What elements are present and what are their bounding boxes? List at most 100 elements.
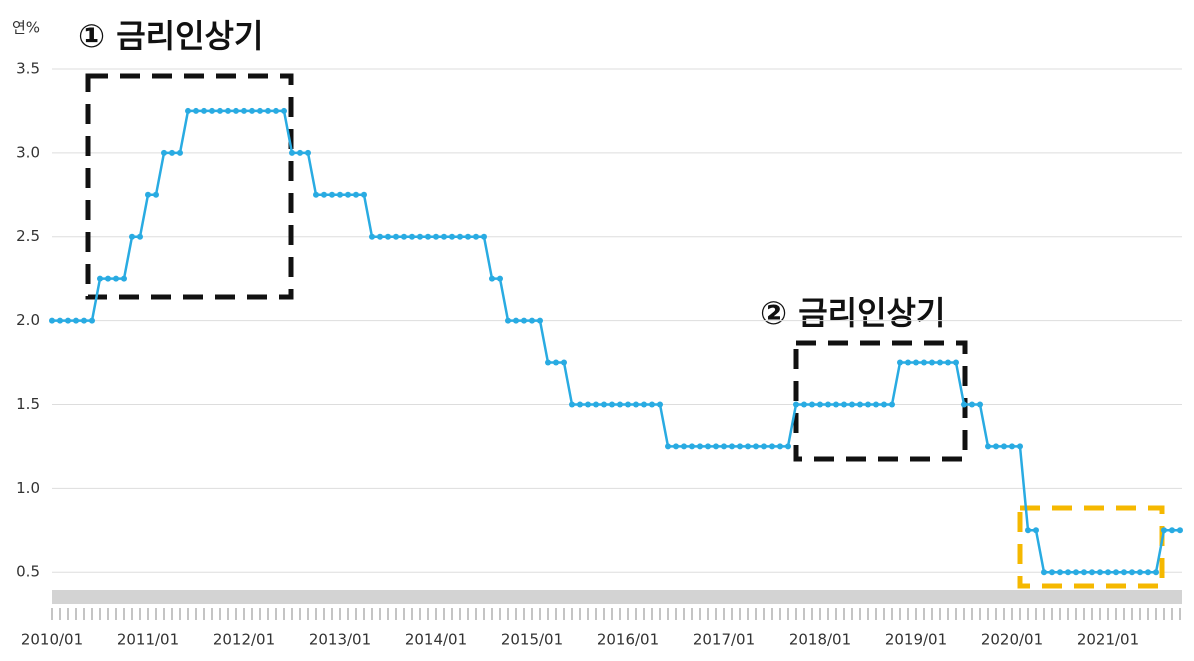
point: [905, 359, 911, 366]
point: [497, 275, 503, 282]
point: [441, 233, 447, 240]
point: [217, 107, 223, 114]
point: [1113, 569, 1119, 576]
point: [969, 401, 975, 408]
point: [985, 443, 991, 450]
x-tick-label: 2016/01: [597, 631, 659, 649]
point: [73, 317, 79, 324]
point: [913, 359, 919, 366]
point: [377, 233, 383, 240]
point: [1169, 527, 1175, 534]
point: [129, 233, 135, 240]
point: [361, 191, 367, 198]
y-tick-label: 0.5: [16, 563, 40, 581]
scroll-bar: [52, 590, 1182, 604]
point: [433, 233, 439, 240]
point: [1081, 569, 1087, 576]
y-tick-label: 3.0: [16, 143, 40, 161]
point: [1073, 569, 1079, 576]
point: [585, 401, 591, 408]
point: [465, 233, 471, 240]
point: [809, 401, 815, 408]
point: [929, 359, 935, 366]
x-tick-label: 2018/01: [789, 631, 851, 649]
point: [201, 107, 207, 114]
point: [569, 401, 575, 408]
point: [337, 191, 343, 198]
point: [1097, 569, 1103, 576]
point: [881, 401, 887, 408]
point: [665, 443, 671, 450]
y-tick-label: 2.5: [16, 227, 40, 245]
point: [561, 359, 567, 366]
point: [617, 401, 623, 408]
annotation: ② 금리인상기: [760, 294, 945, 332]
point: [145, 191, 151, 198]
point: [225, 107, 231, 114]
point: [521, 317, 527, 324]
point: [689, 443, 695, 450]
point: [321, 191, 327, 198]
point: [49, 317, 55, 324]
point: [169, 149, 175, 156]
point: [177, 149, 183, 156]
point: [1057, 569, 1063, 576]
point: [121, 275, 127, 282]
point: [409, 233, 415, 240]
point: [1153, 569, 1159, 576]
y-tick-label: 3.5: [16, 60, 40, 78]
point: [113, 275, 119, 282]
point: [449, 233, 455, 240]
point: [721, 443, 727, 450]
point: [657, 401, 663, 408]
point: [529, 317, 535, 324]
point: [857, 401, 863, 408]
point: [705, 443, 711, 450]
y-tick-label: 2.0: [16, 311, 40, 329]
point: [1105, 569, 1111, 576]
point: [633, 401, 639, 408]
point: [873, 401, 879, 408]
point: [681, 443, 687, 450]
point: [993, 443, 999, 450]
point: [897, 359, 903, 366]
point: [1121, 569, 1127, 576]
point: [1025, 527, 1031, 534]
x-tick-label: 2013/01: [309, 631, 371, 649]
point: [289, 149, 295, 156]
point: [241, 107, 247, 114]
point: [273, 107, 279, 114]
point: [785, 443, 791, 450]
point: [713, 443, 719, 450]
point: [265, 107, 271, 114]
point: [673, 443, 679, 450]
point: [401, 233, 407, 240]
point: [577, 401, 583, 408]
point: [1065, 569, 1071, 576]
point: [417, 233, 423, 240]
x-tick-label: 2019/01: [885, 631, 947, 649]
point: [137, 233, 143, 240]
point: [81, 317, 87, 324]
point: [825, 401, 831, 408]
point: [641, 401, 647, 408]
point: [97, 275, 103, 282]
point: [777, 443, 783, 450]
point: [937, 359, 943, 366]
point: [745, 443, 751, 450]
point: [953, 359, 959, 366]
point: [249, 107, 255, 114]
point: [593, 401, 599, 408]
point: [977, 401, 983, 408]
x-tick-label: 2010/01: [21, 631, 83, 649]
x-tick-label: 2021/01: [1077, 631, 1139, 649]
point: [105, 275, 111, 282]
point: [553, 359, 559, 366]
point: [505, 317, 511, 324]
point: [609, 401, 615, 408]
point: [1161, 527, 1167, 534]
point: [89, 317, 95, 324]
point: [457, 233, 463, 240]
point: [649, 401, 655, 408]
